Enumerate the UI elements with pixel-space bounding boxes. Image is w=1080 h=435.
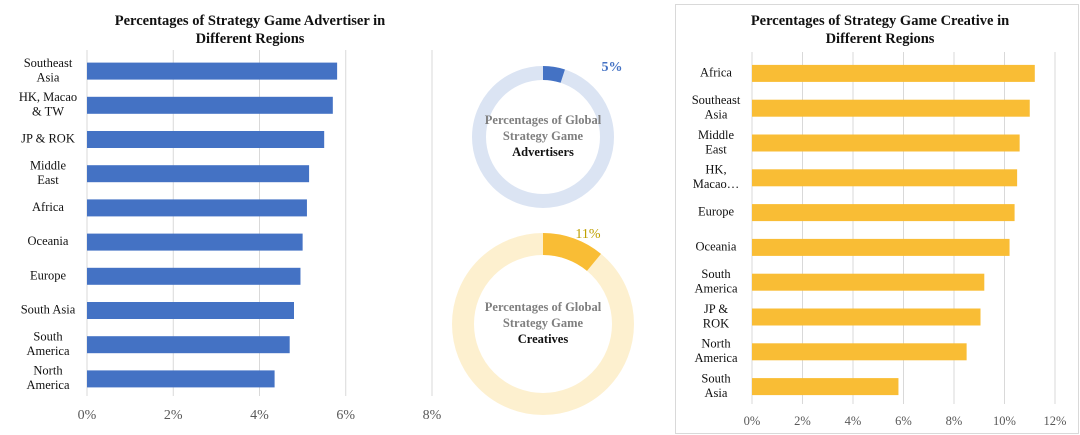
x-tick-label: 6% <box>336 408 355 423</box>
donut-center-label: Advertisers <box>512 145 574 159</box>
creatives-donut: 11% Percentages of Global Strategy Game Cre… <box>452 227 634 415</box>
x-tick-label: 2% <box>164 408 183 423</box>
advertisers-donut: 5% Percentages of Global Strategy Game Adve… <box>472 60 623 208</box>
creative-chart-title: Percentages of Strategy Game Creative in… <box>750 13 1010 47</box>
bar <box>87 131 325 148</box>
bar <box>87 267 301 285</box>
category-label: Africa <box>32 200 64 214</box>
advertiser-chart-title: Percentages of Strategy Game Advertiser … <box>114 13 386 47</box>
category-label: South Asia <box>21 302 76 316</box>
donut-center-label: Strategy Game <box>503 129 584 143</box>
bar <box>87 199 307 217</box>
bar <box>87 336 290 354</box>
donut-center-label: Strategy Game <box>503 316 584 330</box>
bar <box>87 62 338 80</box>
bar <box>87 302 294 319</box>
advertiser-bar-chart: 0% 2% 4% 6% 8% Southeast Asia HK, Macao & TW JP &… <box>19 50 442 423</box>
category-label: Southeast Asia <box>24 56 73 85</box>
category-label: Europe <box>30 268 67 282</box>
x-tick-label: 8% <box>423 408 442 423</box>
donut-center-label: Creatives <box>518 332 569 346</box>
bar <box>87 96 333 114</box>
donut-center-label: Percentages of Global <box>485 113 602 127</box>
x-tick-label: 4% <box>250 408 269 423</box>
donut-center-label: Percentages of Global <box>485 300 602 314</box>
bar <box>87 165 310 183</box>
category-label: North America <box>26 364 69 393</box>
category-label: Middle East <box>30 158 67 187</box>
donut-slice <box>542 233 602 272</box>
category-label: South America <box>26 329 69 358</box>
category-label: Oceania <box>28 234 69 248</box>
category-label: HK, Macao & TW <box>19 90 77 119</box>
x-tick-label: 0% <box>78 408 97 423</box>
category-label: JP & ROK <box>21 131 75 145</box>
bar <box>87 370 275 388</box>
donut-slice <box>542 66 565 83</box>
bar <box>87 233 303 251</box>
slice-label: 5% <box>602 60 623 75</box>
creative-chart-frame <box>675 4 1079 434</box>
slice-label: 11% <box>575 227 600 242</box>
